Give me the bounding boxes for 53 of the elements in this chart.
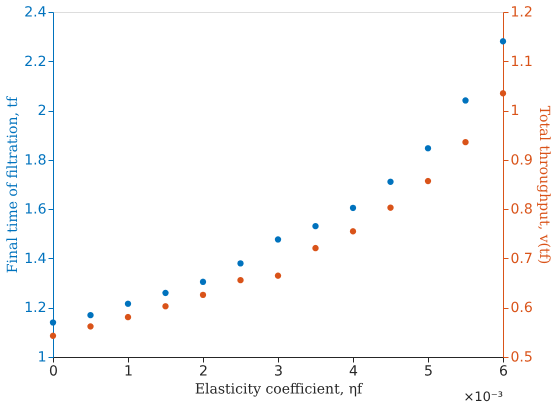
point	[274, 236, 282, 243]
y-tick-label: 1	[38, 350, 46, 366]
x-axis-title: Elasticity coefficient, ηf	[194, 382, 364, 398]
x-tick-label: 4	[349, 364, 358, 380]
point	[50, 319, 56, 326]
y-tick-label: 1.2	[24, 300, 46, 316]
x-tick-label: 5	[424, 364, 433, 380]
y2-tick-label: 1.2	[510, 4, 533, 20]
point	[462, 138, 469, 146]
point	[462, 97, 469, 104]
point	[312, 222, 319, 230]
y-tick-label: 1.8	[24, 152, 46, 168]
point	[200, 292, 206, 298]
point	[312, 244, 319, 252]
x-tick-label: 6	[499, 364, 508, 380]
y-tick-label: 2.2	[24, 54, 46, 70]
point	[387, 204, 394, 211]
point	[50, 332, 56, 339]
point	[274, 272, 282, 279]
y2-tick-label: 0.6	[510, 300, 533, 316]
y-tick-label: 1.4	[24, 250, 47, 267]
point	[387, 178, 394, 185]
y2-tick-label: 0.7	[510, 250, 533, 267]
y2-tick-label: 0.9	[510, 152, 533, 168]
point	[424, 145, 432, 152]
text: ×10⁻³	[463, 390, 503, 405]
point	[350, 204, 356, 212]
point	[124, 300, 132, 307]
y-tick-label: 2	[38, 103, 46, 120]
point	[500, 90, 506, 96]
point	[500, 38, 506, 44]
point	[350, 228, 356, 234]
point	[87, 312, 94, 318]
x-tick-label: 2	[199, 364, 208, 380]
point	[237, 276, 244, 284]
point	[200, 278, 206, 285]
y2-axis-title: Total throughput, v(tf)	[536, 106, 552, 264]
point	[237, 260, 244, 267]
y-axis-title: Final time of filtration, tf	[5, 94, 22, 274]
y2-tick-label: 1.1	[510, 54, 533, 70]
y2-tick-label: 1	[510, 103, 520, 120]
y2-tick-label: 0.5	[510, 350, 533, 366]
point	[87, 323, 94, 330]
x-tick-label: 1	[124, 364, 133, 380]
point	[162, 303, 169, 310]
point	[424, 178, 432, 184]
x-tick-label: 3	[274, 364, 283, 380]
x-tick-label: 0	[49, 364, 58, 380]
point	[124, 314, 132, 320]
y2-tick-label: 0.8	[510, 202, 533, 218]
y-tick-label: 2.4	[24, 4, 47, 20]
y-tick-label: 1.6	[24, 202, 47, 218]
point	[162, 290, 169, 296]
